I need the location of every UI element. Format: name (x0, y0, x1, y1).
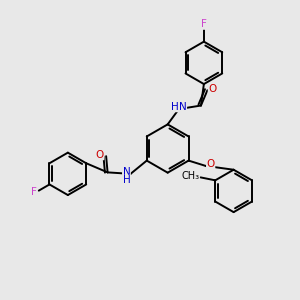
Text: H: H (123, 175, 130, 185)
Text: O: O (95, 150, 104, 160)
Text: N: N (123, 167, 130, 177)
Text: F: F (201, 19, 207, 29)
Text: N: N (179, 102, 187, 112)
Text: O: O (206, 159, 215, 170)
Text: F: F (31, 187, 37, 197)
Text: H: H (171, 102, 179, 112)
Text: CH₃: CH₃ (181, 171, 199, 181)
Text: O: O (208, 84, 217, 94)
